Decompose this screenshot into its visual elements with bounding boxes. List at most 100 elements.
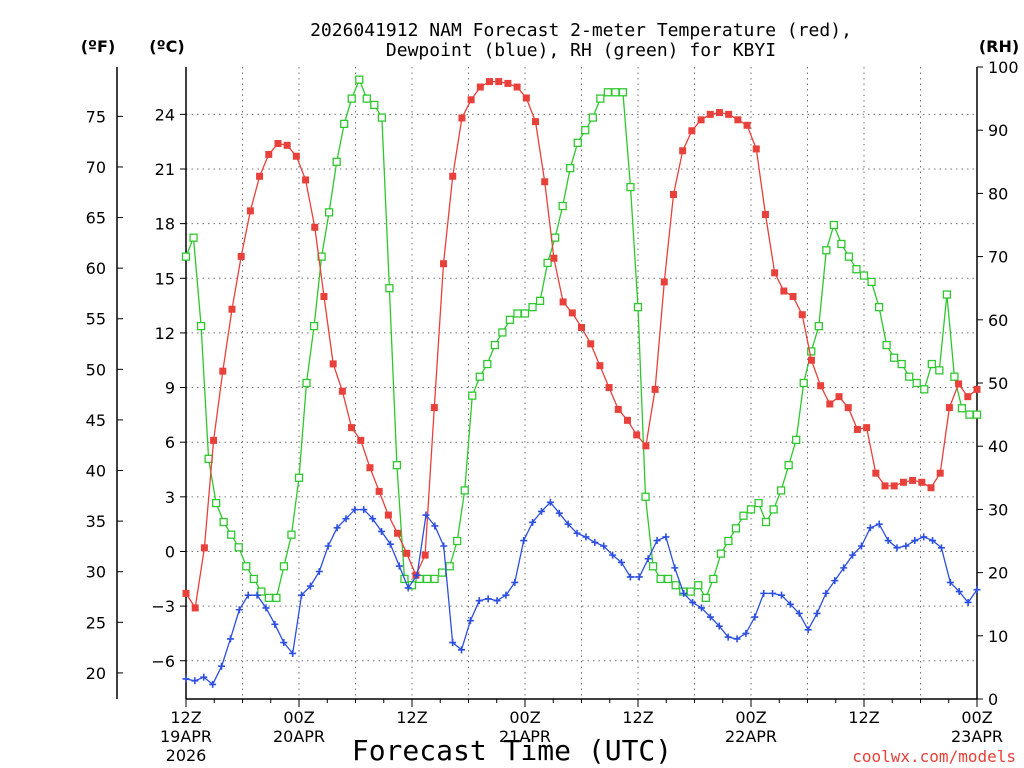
data-point-temperature [237,252,245,260]
data-point-rh [475,372,484,381]
data-point-dewpoint [209,680,217,688]
data-point-rh [663,574,673,584]
data-point-temperature [513,83,521,91]
data-point-rh [897,359,906,369]
data-point-temperature [614,405,622,413]
data-point-dewpoint [546,498,554,506]
data-point-temperature [807,356,815,364]
data-point-temperature [725,110,733,118]
data-point-rh [965,410,974,419]
data-point-temperature [495,78,503,86]
tick-label-x: 00Z [283,708,314,727]
tick-label-x: 12Z [848,708,879,727]
data-point-rh [272,593,281,603]
data-point-dewpoint [653,537,661,545]
data-point-temperature [476,83,484,91]
data-point-temperature [311,223,319,231]
data-point-dewpoint [244,591,252,599]
data-point-rh [543,258,552,268]
data-point-rh [520,309,530,318]
data-point-dewpoint [929,537,937,545]
data-point-temperature [688,127,696,135]
data-point-temperature [734,116,742,124]
data-point-temperature [964,393,972,401]
data-point-dewpoint [218,662,226,670]
data-point-rh [550,233,560,242]
series-line-dewpoint [185,501,978,686]
data-point-dewpoint [413,571,421,579]
chart-title-line1: 2026041912 NAM Forecast 2-meter Temperat… [310,20,852,41]
data-point-temperature [835,393,843,401]
data-point-temperature [440,260,448,268]
unit-fahrenheit-label: (ºF) [81,37,116,56]
data-point-rh [498,328,507,337]
data-point-dewpoint [226,635,234,643]
data-point-dewpoint [857,542,865,550]
data-point-dewpoint [804,626,812,634]
data-point-dewpoint [609,551,617,559]
data-point-rh [867,277,876,287]
data-point-rh [437,568,447,577]
data-point-dewpoint [342,515,350,523]
data-point-dewpoint [324,542,332,550]
data-point-dewpoint [697,604,705,612]
data-point-temperature [568,309,576,317]
tick-label-fahrenheit: 45 [86,411,106,430]
data-point-dewpoint [502,591,510,599]
tick-label-celsius: 9 [165,379,175,398]
data-point-temperature [623,416,631,424]
data-point-dewpoint [555,509,563,517]
series-dewpoint [182,498,981,688]
data-point-dewpoint [937,544,945,552]
data-point-rh [927,359,936,369]
data-point-temperature [872,469,880,477]
data-point-dewpoint [369,515,377,523]
data-point-temperature [458,114,466,122]
data-point-rh [324,208,334,217]
axes: −6 −3 0 3 6 9 12 15 18 21 24 20 25 30 35 40 45 50 55 60 65 70… [86,58,1019,765]
data-point-rh [799,378,808,388]
data-point-temperature [706,110,714,118]
data-point-dewpoint [902,542,910,550]
data-point-rh [739,511,748,520]
tick-label-celsius: 12 [155,324,175,343]
data-point-dewpoint [795,609,803,617]
data-point-dewpoint [689,598,697,606]
tick-label-x-date: 23APR [951,727,1003,746]
data-point-temperature [384,511,392,519]
data-point-rh [483,359,492,369]
data-point-temperature [274,139,282,147]
tick-label-fahrenheit: 30 [86,563,106,582]
data-point-dewpoint [262,604,270,612]
series-temperature [182,78,981,612]
data-point-temperature [219,367,227,375]
data-point-dewpoint [769,589,777,597]
data-point-rh [792,435,801,445]
tick-label-celsius: 6 [165,433,175,452]
data-point-rh [859,271,869,280]
data-point-temperature [191,604,199,612]
data-point-temperature [338,387,346,395]
data-point-rh [603,88,613,97]
tick-label-x: 00Z [509,708,540,727]
data-point-temperature [587,340,595,348]
tick-label-fahrenheit: 40 [86,462,106,481]
data-point-dewpoint [182,675,190,683]
data-point-temperature [780,287,788,295]
data-point-rh [302,378,311,388]
data-point-rh [874,303,884,312]
data-point-dewpoint [351,506,359,514]
data-point-temperature [302,176,310,184]
data-point-temperature [449,172,457,180]
data-point-dewpoint [831,577,839,585]
tick-label-x-date: 22APR [725,727,777,746]
data-point-dewpoint [742,629,750,637]
tick-label-celsius: 21 [155,160,175,179]
data-point-temperature [283,141,291,149]
data-point-rh [468,391,477,400]
unit-celsius-label: (ºC) [149,37,184,56]
data-point-rh [279,562,289,571]
data-point-dewpoint [964,598,972,606]
data-point-rh [935,366,944,375]
tick-label-x: 00Z [961,708,992,727]
